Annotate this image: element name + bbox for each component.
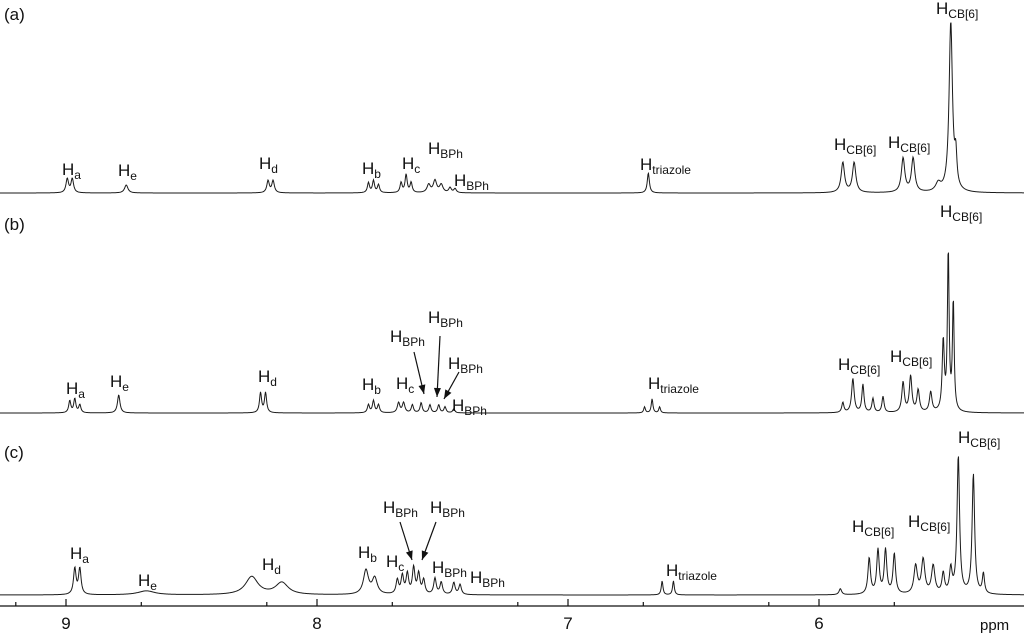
spectrum-trace-1: [0, 22, 1024, 194]
peak-label: HCB[6]: [838, 355, 880, 377]
peak-label: HCB[6]: [890, 347, 932, 369]
panel-label-c: (c): [4, 443, 24, 462]
peak-label: HBPh: [452, 396, 487, 418]
peak-label: HBPh: [454, 171, 489, 193]
peak-label: HBPh: [470, 568, 505, 590]
peak-label: HCB[6]: [940, 202, 982, 224]
peak-arrow-line: [436, 335, 441, 398]
peak-arrow-head: [433, 387, 441, 397]
peak-label: Htriazole: [648, 374, 699, 396]
x-tick-label: 8: [312, 614, 321, 633]
peak-label: HBPh: [428, 139, 463, 161]
peak-label: HBPh: [448, 354, 483, 376]
x-axis-ticks: 9 8 7 6: [15, 599, 895, 633]
peak-label: HBPh: [383, 498, 418, 520]
spectrum-traces: [0, 22, 1024, 596]
peak-label: Hc: [386, 552, 404, 574]
peak-label: Hd: [259, 154, 278, 176]
peak-label: Htriazole: [666, 561, 717, 583]
peak-label: Hb: [358, 543, 377, 565]
peak-label: HBPh: [390, 327, 425, 349]
panel-labels: (a) (b) (c): [4, 5, 25, 462]
peak-label: HCB[6]: [852, 517, 894, 539]
peak-arrows: [399, 335, 460, 561]
x-tick-label: 6: [814, 614, 823, 633]
peak-label: Ha: [62, 160, 81, 182]
peak-label: HCB[6]: [958, 428, 1000, 450]
peak-label: Hc: [396, 374, 414, 396]
x-tick-label: 7: [563, 614, 572, 633]
panel-label-b: (b): [4, 215, 25, 234]
peak-arrow-head: [405, 550, 413, 560]
spectrum-trace-3: [0, 456, 1024, 596]
peak-arrow-head: [418, 384, 426, 394]
panel-label-a: (a): [4, 5, 25, 24]
peak-label: HBPh: [428, 308, 463, 330]
x-axis-unit: ppm: [980, 617, 1009, 634]
peak-label: HCB[6]: [888, 133, 930, 155]
peak-label: HBPh: [432, 558, 467, 580]
peak-label: Hc: [402, 154, 420, 176]
peak-label: Ha: [66, 379, 85, 401]
peak-label: Hb: [362, 159, 381, 181]
peak-arrow-head: [421, 550, 429, 560]
x-axis: 9 8 7 6 ppm: [0, 599, 1024, 634]
peak-label: HCB[6]: [908, 512, 950, 534]
peak-label: Hd: [258, 367, 277, 389]
peak-label: He: [118, 161, 137, 183]
peak-arrow-head: [444, 389, 452, 399]
peak-label: HBPh: [430, 498, 465, 520]
peak-label: Hb: [362, 375, 381, 397]
peak-label: Hd: [262, 555, 281, 577]
spectrum-trace-2: [0, 252, 1024, 414]
peak-label: He: [110, 372, 129, 394]
peak-label: He: [138, 571, 157, 593]
x-tick-label: 9: [61, 614, 70, 633]
peak-label: HCB[6]: [834, 135, 876, 157]
peak-label: Htriazole: [640, 155, 691, 177]
peak-label: HCB[6]: [936, 0, 978, 21]
peak-label: Ha: [70, 544, 89, 566]
